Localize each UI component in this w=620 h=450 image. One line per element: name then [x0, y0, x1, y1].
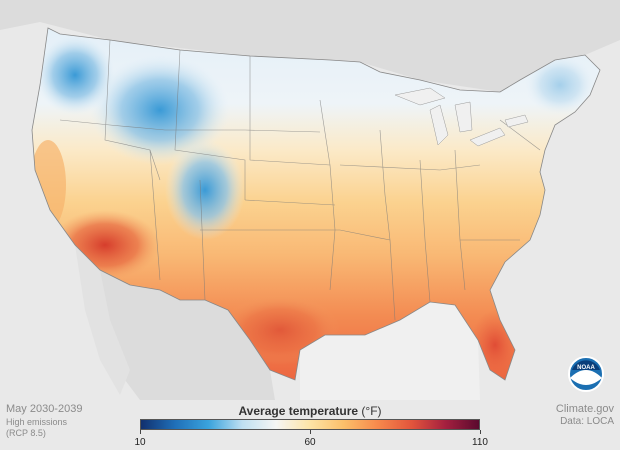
baja-peninsula [75, 245, 130, 395]
data-credit: Data: LOCA [560, 416, 614, 427]
legend-tick-label: 10 [134, 437, 146, 448]
scenario-label: High emissions [6, 417, 68, 427]
legend-colorbar [140, 419, 480, 430]
legend-tick-label: 60 [304, 437, 316, 448]
legend-tick-mark [310, 430, 311, 434]
time-period-label: May 2030-2039 [6, 403, 83, 415]
gulf-of-mexico [300, 302, 480, 400]
source-credit: Climate.gov [555, 403, 614, 415]
mexico-land [90, 270, 275, 400]
legend-tick-mark [140, 430, 141, 434]
us-outline [31, 27, 601, 381]
scenario-sublabel: (RCP 8.5) [6, 428, 46, 438]
noaa-logo: NOAA [568, 356, 604, 392]
legend-unit: (°F) [361, 404, 382, 418]
legend-tick-label: 110 [472, 437, 488, 448]
legend-title: Average temperature (°F) [140, 404, 480, 418]
state-borders [59, 39, 541, 321]
great-lakes [394, 87, 529, 147]
canada-land [0, 0, 620, 92]
legend-title-text: Average temperature [238, 404, 359, 418]
noaa-logo-text: NOAA [577, 365, 595, 371]
legend-tick-mark [480, 430, 481, 434]
